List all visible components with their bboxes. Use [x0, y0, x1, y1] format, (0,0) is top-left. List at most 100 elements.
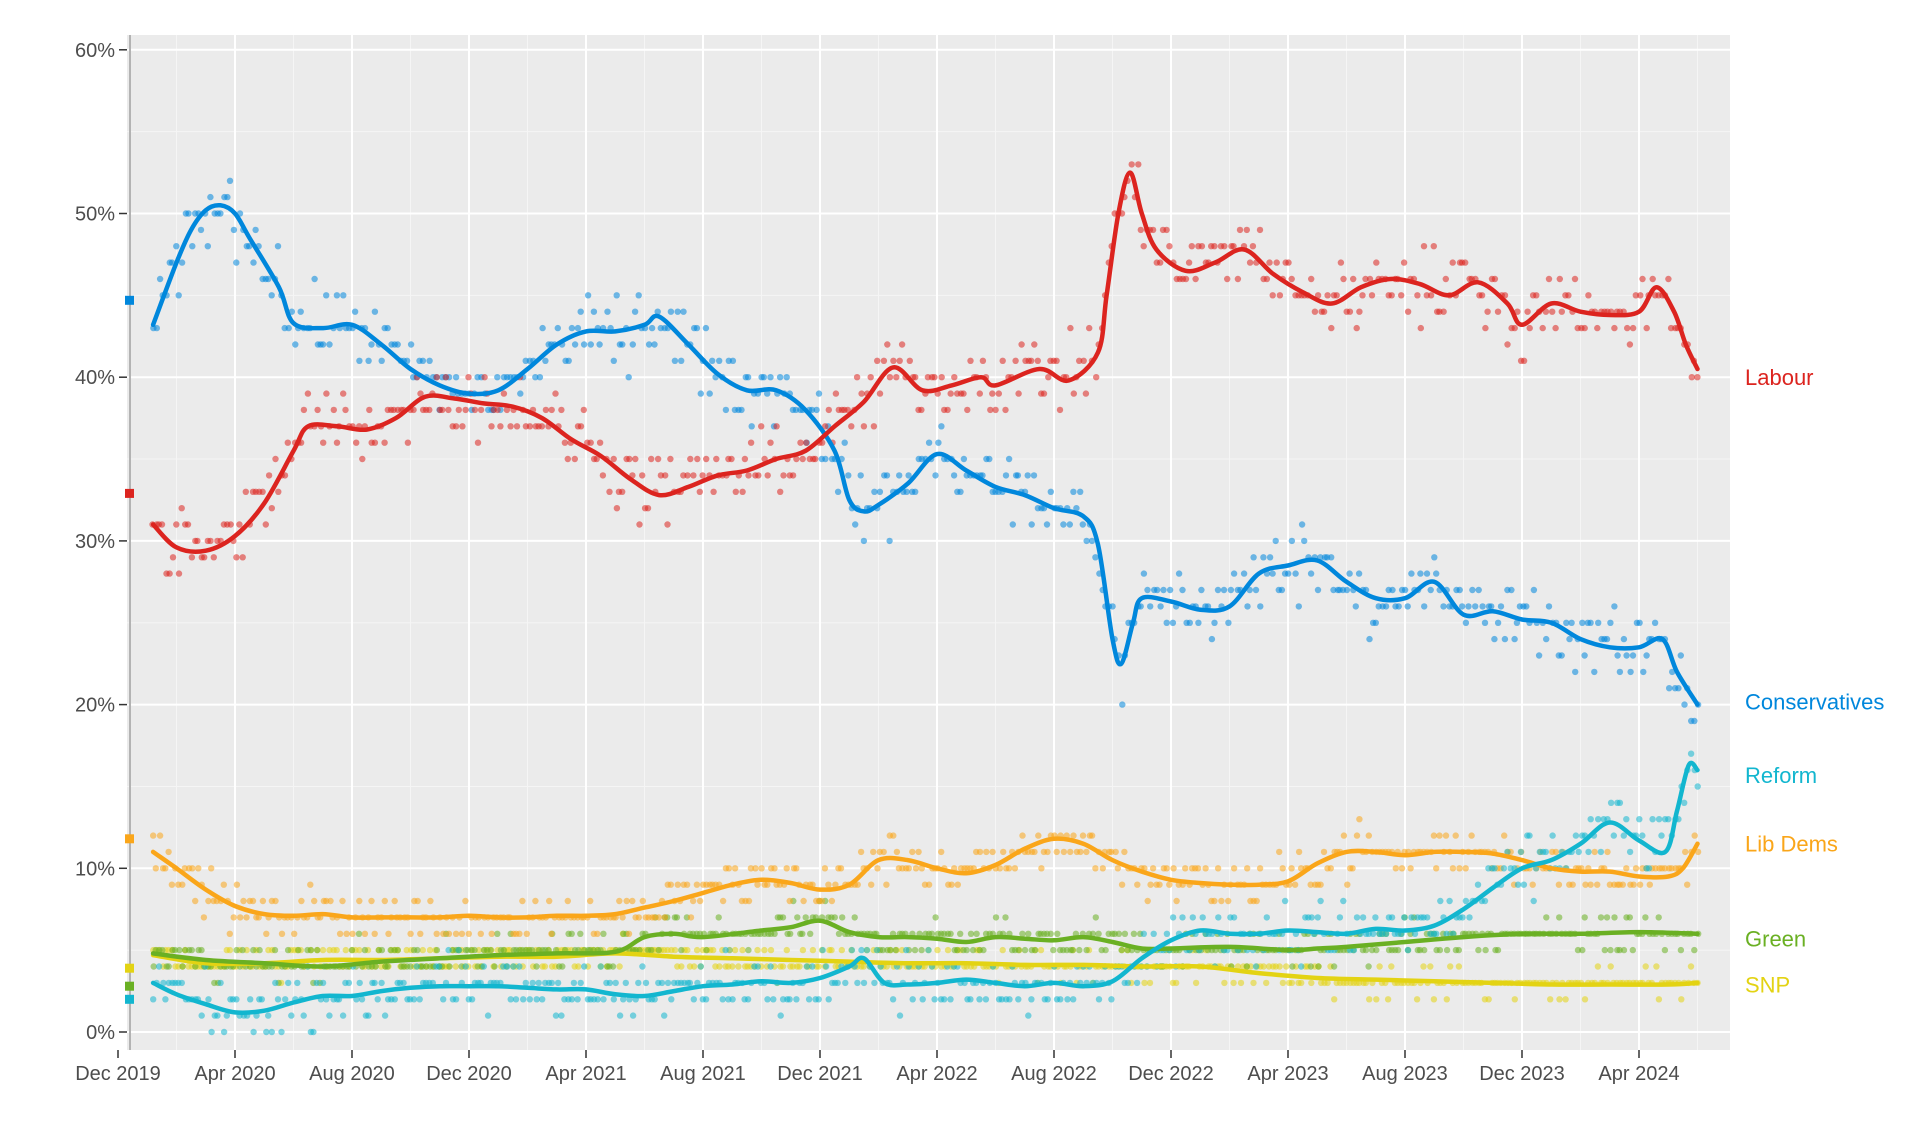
poll-point [783, 946, 790, 954]
poll-point [989, 848, 996, 856]
poll-point [166, 570, 173, 577]
poll-point [1642, 914, 1649, 921]
poll-point [1121, 848, 1128, 856]
poll-point [230, 914, 237, 921]
poll-point [1108, 848, 1115, 856]
poll-point [802, 914, 809, 921]
poll-point [1694, 783, 1701, 790]
poll-point [1057, 996, 1064, 1003]
poll-point [911, 946, 919, 954]
poll-point [384, 963, 391, 970]
poll-point [468, 996, 476, 1003]
poll-point [1365, 963, 1372, 970]
poll-point [1118, 946, 1125, 954]
poll-point [1636, 881, 1644, 888]
poll-point [1028, 521, 1035, 528]
poll-point [1401, 586, 1409, 594]
poll-point [313, 979, 320, 987]
poll-point [786, 897, 793, 905]
poll-point [957, 488, 964, 495]
x-tick-label: Apr 2020 [194, 1063, 275, 1085]
x-tick-label: Dec 2022 [1128, 1063, 1214, 1085]
poll-point [1214, 865, 1222, 872]
poll-point [1343, 586, 1351, 594]
y-tick-label: 30% [75, 531, 115, 553]
poll-point [609, 963, 617, 970]
poll-point [1260, 554, 1267, 561]
poll-point [533, 996, 540, 1003]
poll-point [564, 897, 571, 905]
poll-point [992, 914, 1000, 921]
poll-point [1675, 685, 1682, 692]
poll-point [1250, 554, 1257, 561]
poll-point [201, 554, 208, 561]
poll-point [1031, 341, 1038, 348]
poll-point [433, 946, 441, 954]
poll-point [1494, 308, 1502, 315]
poll-point [554, 979, 562, 987]
poll-point [1121, 930, 1129, 937]
poll-point [535, 979, 542, 987]
poll-point [892, 946, 899, 954]
poll-point [1421, 603, 1428, 610]
poll-point [340, 292, 347, 299]
poll-point [613, 292, 620, 299]
poll-point [744, 996, 752, 1003]
poll-point [1359, 292, 1366, 299]
poll-point [435, 963, 443, 970]
poll-point [189, 865, 196, 872]
poll-point [1320, 308, 1328, 315]
poll-point [594, 930, 601, 937]
poll-point [841, 439, 848, 446]
poll-point [1030, 472, 1038, 479]
poll-point [1623, 652, 1630, 659]
poll-point [661, 914, 669, 921]
poll-point [345, 979, 353, 987]
poll-point [323, 390, 330, 397]
poll-point [1481, 619, 1489, 626]
poll-point [1283, 963, 1290, 970]
poll-point [905, 865, 912, 872]
poll-point [1273, 259, 1280, 266]
poll-point [616, 1012, 624, 1019]
election-marker-labour [125, 488, 134, 498]
poll-point [1133, 979, 1141, 987]
poll-point [440, 996, 447, 1003]
poll-point [208, 1028, 215, 1036]
poll-point [821, 865, 829, 872]
poll-point [871, 979, 878, 987]
poll-point [1520, 357, 1528, 364]
poll-point [314, 946, 321, 954]
poll-point [1079, 521, 1087, 528]
x-axis: Dec 2019 Apr 2020 Aug 2020 Dec 2020 Apr 2021… [75, 1050, 1680, 1085]
poll-point [696, 488, 703, 495]
poll-point [300, 1012, 307, 1019]
poll-point [1249, 243, 1257, 250]
poll-point [678, 357, 685, 364]
poll-point [565, 357, 572, 364]
poll-point [625, 374, 632, 381]
poll-point [160, 979, 167, 987]
poll-point [886, 374, 894, 381]
poll-point [690, 472, 697, 479]
poll-point [378, 357, 385, 364]
poll-point [1279, 865, 1286, 872]
poll-point [964, 406, 971, 414]
poll-point [361, 946, 369, 954]
poll-point [311, 275, 318, 283]
poll-point [780, 472, 787, 479]
poll-point [224, 193, 231, 201]
poll-point [610, 996, 617, 1003]
poll-point [1568, 619, 1575, 626]
poll-point [884, 341, 891, 348]
poll-point [1372, 619, 1380, 626]
poll-point [242, 488, 249, 495]
poll-point [1089, 930, 1097, 937]
poll-point [1340, 897, 1347, 905]
poll-point [198, 1012, 205, 1019]
poll-point [853, 374, 861, 381]
poll-point [947, 996, 954, 1003]
poll-point [918, 865, 925, 872]
poll-point [1620, 946, 1628, 954]
poll-point [559, 963, 566, 970]
